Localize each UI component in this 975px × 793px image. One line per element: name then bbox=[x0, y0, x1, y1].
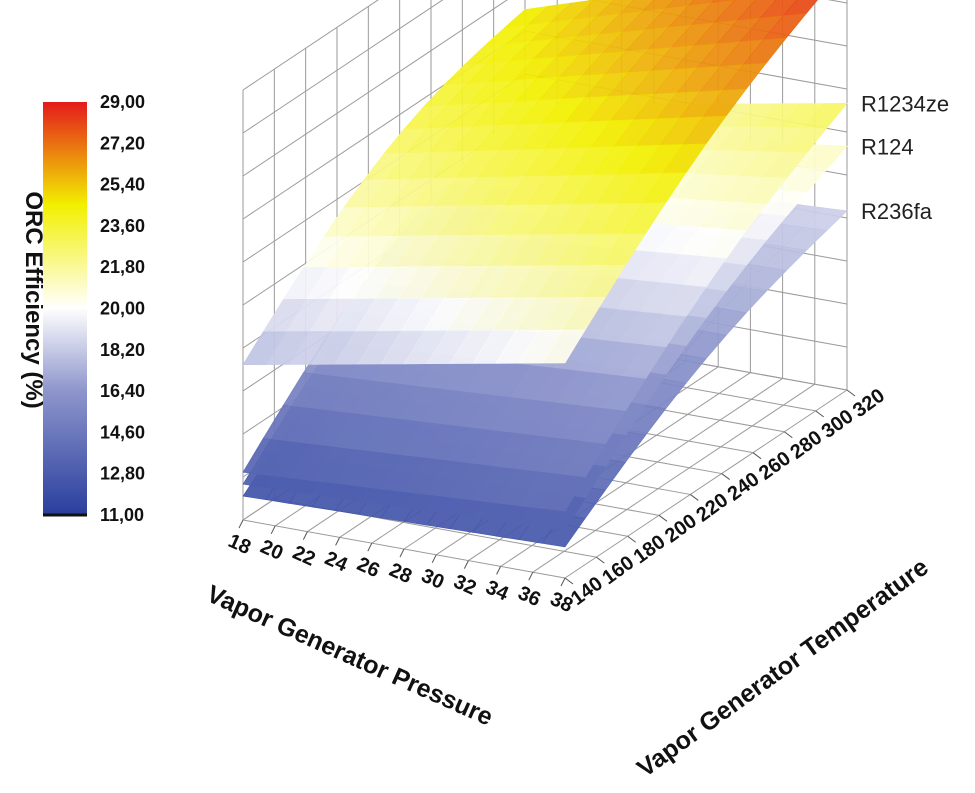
series-label-r236fa: R236fa bbox=[861, 199, 933, 224]
x-tick-mark bbox=[367, 542, 373, 552]
x-tick-label: 24 bbox=[321, 547, 351, 577]
x-tick-mark bbox=[302, 531, 308, 540]
floor-grid-line bbox=[564, 389, 848, 579]
y-tick-mark bbox=[784, 431, 793, 439]
y-tick-label: 200 bbox=[661, 510, 701, 547]
y-tick-label: 320 bbox=[849, 385, 889, 422]
y-tick-label: 280 bbox=[786, 426, 826, 463]
colorbar-tick-label: 29,00 bbox=[100, 92, 145, 112]
y-tick-mark bbox=[627, 535, 636, 543]
colorbar-gradient bbox=[43, 102, 87, 514]
x-tick-mark bbox=[528, 571, 534, 581]
x-tick-label: 26 bbox=[354, 553, 383, 582]
x-tick-mark bbox=[560, 577, 566, 587]
x-tick-mark bbox=[335, 537, 341, 546]
x-tick-label: 18 bbox=[225, 530, 254, 559]
y-tick-mark bbox=[752, 452, 762, 460]
y-tick-label: 180 bbox=[630, 531, 670, 568]
colorbar-tick-label: 14,60 bbox=[100, 422, 145, 442]
y-tick-label: 140 bbox=[567, 573, 607, 610]
colorbar-tick-label: 25,40 bbox=[100, 175, 145, 195]
x-tick-mark bbox=[431, 554, 437, 564]
surface-r1234yf bbox=[242, 0, 818, 366]
colorbar-tick-label: 27,20 bbox=[100, 133, 145, 153]
x-tick-label: 28 bbox=[386, 559, 415, 588]
y-tick-mark bbox=[846, 389, 856, 397]
surface-facet bbox=[541, 474, 586, 512]
left-wall-grid-line bbox=[242, 0, 444, 134]
surface-facet bbox=[541, 329, 586, 364]
y-tick-mark bbox=[721, 473, 730, 480]
y-tick-label: 160 bbox=[598, 552, 638, 589]
x-tick-label: 20 bbox=[257, 536, 286, 565]
x-axis-title: Vapor Generator Pressure bbox=[203, 580, 498, 732]
y-tick-mark bbox=[596, 556, 605, 564]
colorbar-tick-label: 21,80 bbox=[100, 257, 145, 277]
series-label-r1234ze: R1234ze bbox=[861, 91, 949, 116]
colorbar: 29,00 27,20 25,40 23,60 21,80 20,00 18,20 16,40… bbox=[43, 92, 145, 525]
y-tick-label: 220 bbox=[692, 489, 732, 526]
x-tick-label: 32 bbox=[450, 571, 479, 600]
y-tick-label: 260 bbox=[755, 447, 795, 484]
colorbar-tick-label: 23,60 bbox=[100, 216, 145, 236]
y-tick-label: 240 bbox=[724, 468, 764, 505]
y-tick-mark bbox=[690, 494, 699, 501]
colorbar-tick-label: 12,80 bbox=[100, 464, 145, 484]
y-tick-mark bbox=[564, 577, 574, 585]
colorbar-tick-label: 11,00 bbox=[100, 505, 144, 525]
y-tick-label: 300 bbox=[818, 406, 858, 443]
x-tick-mark bbox=[238, 519, 244, 529]
y-tick-mark bbox=[658, 514, 668, 522]
floor-grid-line bbox=[532, 383, 816, 573]
left-wall-grid-line bbox=[242, 0, 379, 91]
x-tick-mark bbox=[463, 560, 469, 569]
left-wall-grid-line bbox=[242, 0, 508, 177]
y-axis-title: Vapor Generator Temperature bbox=[632, 553, 934, 783]
colorbar-tick-label: 18,20 bbox=[100, 340, 145, 360]
x-tick-label: 34 bbox=[482, 576, 512, 606]
x-tick-label: 30 bbox=[418, 565, 447, 594]
colorbar-tick-label: 20,00 bbox=[100, 299, 145, 319]
y-tick-mark bbox=[815, 410, 824, 418]
colorbar-tick-label: 16,40 bbox=[100, 381, 145, 401]
colorbar-title: ORC Efficiency (%) bbox=[20, 191, 47, 408]
x-tick-mark bbox=[399, 548, 405, 558]
series-label-r124: R124 bbox=[861, 134, 914, 159]
x-tick-mark bbox=[270, 525, 276, 535]
x-tick-label: 22 bbox=[289, 542, 318, 571]
x-tick-mark bbox=[496, 566, 502, 575]
x-tick-label: 36 bbox=[515, 582, 544, 611]
surface-layer bbox=[242, 0, 848, 548]
